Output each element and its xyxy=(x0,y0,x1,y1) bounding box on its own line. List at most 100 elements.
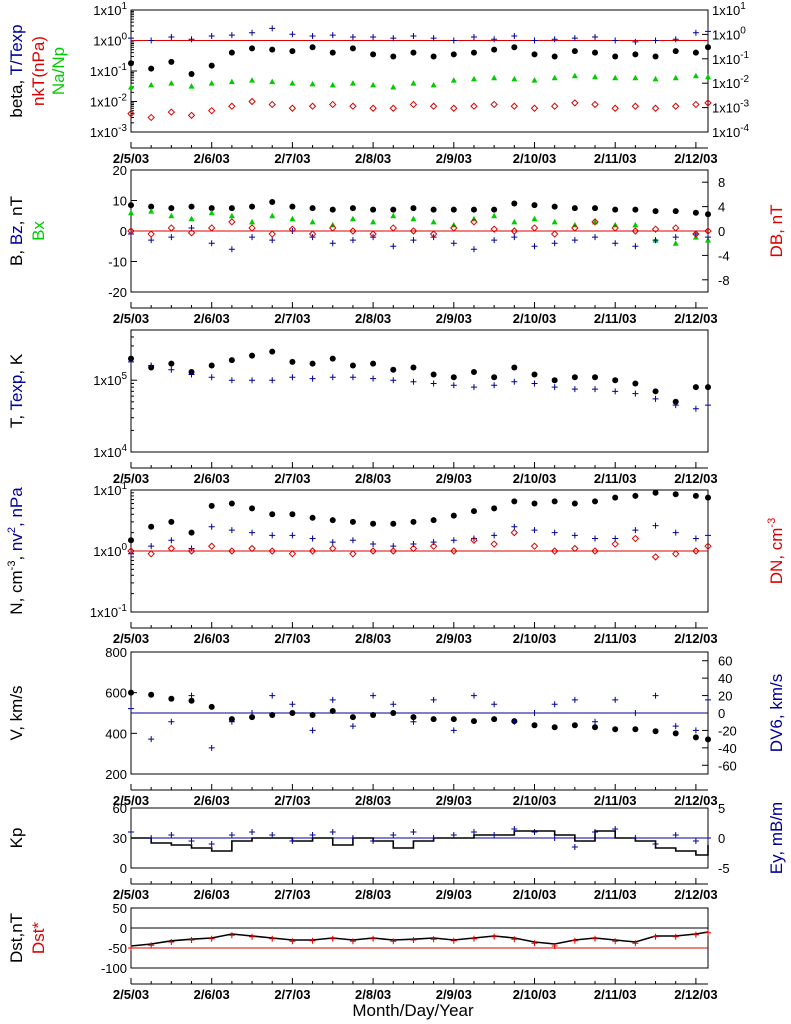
data-point xyxy=(551,218,558,225)
data-point xyxy=(269,832,276,838)
x-tick-label: 2/8/03 xyxy=(355,793,391,808)
data-point xyxy=(148,523,155,530)
data-point xyxy=(248,97,256,106)
x-tick-label: 2/5/03 xyxy=(113,151,149,166)
data-point xyxy=(269,692,276,699)
y2-tick-label: -5 xyxy=(718,861,730,876)
data-point xyxy=(207,542,216,550)
data-point xyxy=(652,489,659,496)
data-point xyxy=(148,208,155,214)
data-point xyxy=(309,937,316,944)
data-point xyxy=(249,377,256,384)
data-point xyxy=(450,37,457,44)
data-point xyxy=(652,692,659,699)
x-tick-label: 2/10/03 xyxy=(513,151,556,166)
data-point xyxy=(511,364,518,371)
data-point xyxy=(470,508,477,515)
x-tick-label: 2/12/03 xyxy=(674,471,717,486)
series-v xyxy=(128,689,711,743)
data-point xyxy=(228,500,235,507)
data-point xyxy=(592,374,599,381)
data-point xyxy=(511,523,518,530)
data-point xyxy=(531,380,538,387)
data-point xyxy=(692,547,700,555)
y-axis-label: Kp xyxy=(7,828,26,849)
data-point xyxy=(409,544,418,553)
y-axis-label-2: Bx xyxy=(29,221,48,241)
data-point xyxy=(705,384,711,391)
y-tick-label: 0 xyxy=(120,861,127,876)
data-point xyxy=(288,225,297,233)
y2-axis-label: DB, nT xyxy=(767,205,786,258)
data-point xyxy=(692,100,700,109)
data-point xyxy=(389,224,397,232)
data-point xyxy=(268,100,276,109)
data-point xyxy=(612,826,619,832)
data-point xyxy=(208,703,215,710)
data-point xyxy=(329,374,336,381)
data-point xyxy=(148,81,155,88)
data-point xyxy=(632,243,639,250)
data-point xyxy=(349,550,357,558)
data-point xyxy=(390,366,397,373)
data-point xyxy=(228,832,235,838)
x-tick-label: 2/6/03 xyxy=(194,631,230,646)
data-point xyxy=(188,203,195,210)
y2-tick-label: 1x10-1 xyxy=(712,50,750,67)
data-point xyxy=(592,935,599,942)
data-point xyxy=(632,710,639,716)
data-point xyxy=(705,211,711,218)
data-point xyxy=(188,692,195,699)
x-tick-label: 2/12/03 xyxy=(674,151,717,166)
data-point xyxy=(289,48,296,55)
y2-tick-label: 1x10-4 xyxy=(712,123,750,140)
data-point xyxy=(632,390,639,397)
data-point xyxy=(692,405,699,412)
data-point xyxy=(511,75,518,82)
data-point xyxy=(429,102,438,110)
data-point xyxy=(410,215,417,222)
data-point xyxy=(208,935,215,942)
data-point xyxy=(349,714,356,721)
y-tick-label: 1x100 xyxy=(93,542,127,559)
data-point xyxy=(168,832,175,838)
x-tick-label: 2/11/03 xyxy=(594,887,637,902)
data-point xyxy=(249,714,256,721)
y-tick-label: 30 xyxy=(113,831,127,846)
y-axis-label: N, cm-3, nv2, nPa xyxy=(6,487,26,615)
data-point xyxy=(128,209,134,216)
x-tick-label: 2/11/03 xyxy=(594,311,637,326)
data-point xyxy=(692,492,699,499)
data-point xyxy=(531,215,538,222)
data-point xyxy=(208,744,215,751)
data-point xyxy=(705,402,711,409)
data-point xyxy=(308,547,317,555)
data-point xyxy=(390,710,397,716)
data-point xyxy=(128,355,134,362)
x-tick-label: 2/7/03 xyxy=(274,471,310,486)
y-tick-label: -20 xyxy=(108,285,127,300)
data-point xyxy=(228,377,235,384)
chart-panel-4: 2/5/03 2/6/03 2/7/03 2/8/03 2/9/03 2/10/03 2/1… xyxy=(6,481,786,646)
data-point xyxy=(228,718,235,725)
data-point xyxy=(632,221,639,228)
data-point xyxy=(652,37,659,44)
data-point xyxy=(491,382,498,389)
data-point xyxy=(592,205,599,212)
data-point xyxy=(390,701,397,708)
data-point xyxy=(148,543,155,550)
data-point xyxy=(349,215,356,222)
x-tick-label: 2/12/03 xyxy=(674,887,717,902)
data-point xyxy=(208,362,215,369)
data-point xyxy=(672,240,679,246)
data-point xyxy=(208,62,215,69)
x-tick-label: 2/8/03 xyxy=(355,311,391,326)
data-point xyxy=(632,492,639,499)
x-tick-label: 2/5/03 xyxy=(113,311,149,326)
data-point xyxy=(349,237,356,244)
x-tick-label: 2/9/03 xyxy=(436,471,472,486)
data-point xyxy=(309,80,316,87)
data-point xyxy=(692,230,700,238)
data-point xyxy=(249,45,256,52)
x-tick-label: 2/11/03 xyxy=(594,631,637,646)
